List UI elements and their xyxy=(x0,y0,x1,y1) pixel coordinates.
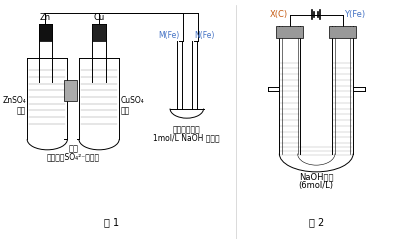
Text: ZnSO₄
溶液: ZnSO₄ 溶液 xyxy=(2,96,26,116)
Text: （只允许SO₄²⁻通过）: （只允许SO₄²⁻通过） xyxy=(47,153,100,162)
Text: N(Fe): N(Fe) xyxy=(194,31,214,41)
Text: M(Fe): M(Fe) xyxy=(157,31,179,41)
Text: 图 1: 图 1 xyxy=(104,217,119,227)
Text: X(C): X(C) xyxy=(269,10,287,19)
Text: 图 2: 图 2 xyxy=(308,217,323,227)
Text: 滤纸（滴加了: 滤纸（滴加了 xyxy=(173,126,200,135)
Bar xyxy=(92,24,105,41)
Bar xyxy=(38,24,52,41)
Bar xyxy=(276,26,303,38)
Bar xyxy=(328,26,355,38)
Text: 1mol/L NaOH 溶液）: 1mol/L NaOH 溶液） xyxy=(153,133,220,142)
Text: NaOH溶液: NaOH溶液 xyxy=(298,173,333,182)
Text: CuSO₄
溶液: CuSO₄ 溶液 xyxy=(120,96,144,116)
Text: Cu: Cu xyxy=(93,13,104,22)
Text: Zn: Zn xyxy=(40,13,51,22)
Text: Y(Fe): Y(Fe) xyxy=(344,10,365,19)
Text: 隔膜: 隔膜 xyxy=(68,144,78,153)
Bar xyxy=(64,80,77,101)
Text: (6mol/L): (6mol/L) xyxy=(298,182,333,191)
